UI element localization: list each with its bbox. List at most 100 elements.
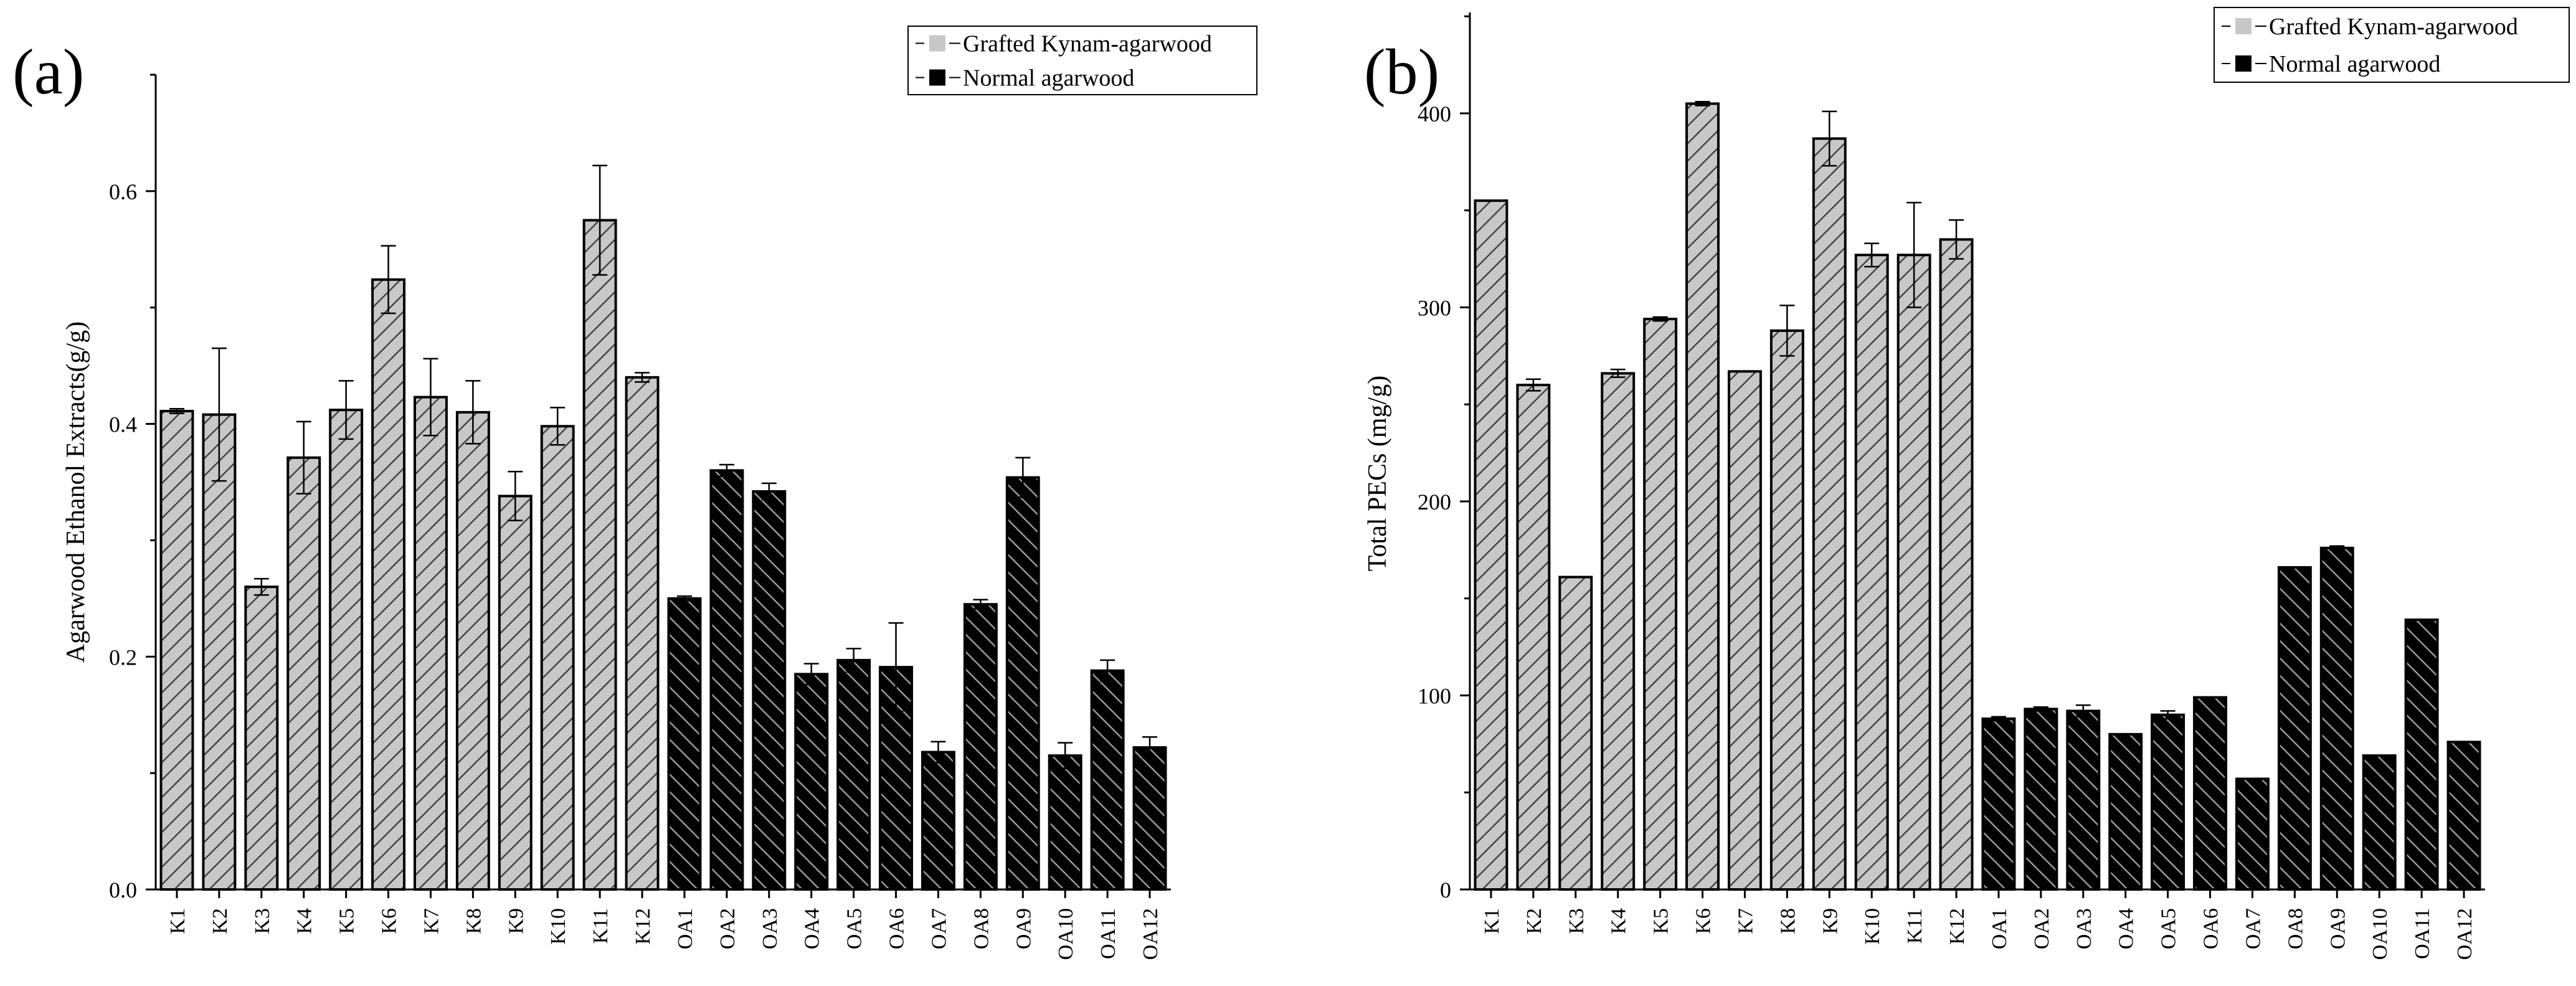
x-tick-label: K6 [378, 908, 401, 934]
bar-oa12 [1132, 746, 1167, 891]
legend-swatch [929, 35, 945, 52]
error-bar-k6 [1695, 101, 1710, 107]
y-axis-label-b: Total PECs (mg/g) [1363, 376, 1392, 571]
axes-b: 0 100 200 300 400 K1 K2 K3 K4 K5 K6 K7 K8 K9 K10 K11 K12… [1418, 12, 2485, 960]
x-tick-label: K2 [209, 908, 232, 934]
x-tick-label: OA4 [2115, 908, 2138, 949]
y-tick-label: 100 [1418, 683, 1451, 708]
panel-label-a: (a) [12, 36, 84, 108]
error-bar-k11 [592, 164, 608, 276]
bar-oa11 [1090, 669, 1125, 891]
x-tick-label: OA12 [2453, 908, 2476, 960]
error-bar-oa8 [973, 599, 988, 610]
error-bar-k12 [1949, 219, 1964, 260]
error-bar-k7 [423, 358, 438, 437]
bar-k1 [1474, 199, 1508, 891]
error-bar-k5 [338, 380, 354, 440]
error-bar-k2 [1525, 378, 1541, 392]
bar-oa3 [752, 490, 787, 891]
legend-b: Grafted Kynam-agarwood Normal agarwood [2214, 7, 2570, 83]
bar-oa2 [2024, 708, 2058, 891]
bar-k6 [1685, 102, 1720, 891]
x-tick-label: OA3 [759, 908, 782, 949]
error-bar-oa1 [676, 595, 692, 602]
bar-k2 [1516, 384, 1551, 891]
legend-swatch [929, 69, 945, 86]
x-tick-label: K2 [1523, 908, 1546, 934]
error-bar-k2 [211, 347, 227, 482]
x-tick-label: OA10 [2369, 908, 2392, 960]
bar-k4 [1601, 372, 1636, 891]
bar-oa1 [667, 597, 702, 891]
x-tick-label: OA6 [2200, 908, 2223, 949]
bar-k3 [244, 585, 279, 891]
bar-oa7 [2235, 777, 2270, 891]
bar-k12 [625, 376, 660, 891]
bar-oa1 [1981, 717, 2016, 891]
x-tick-label: K3 [251, 908, 274, 934]
y-tick-label: 0.6 [109, 179, 137, 204]
axes-a: 0.0 0.2 0.4 0.6 K1 K2 K3 K4 K5 K6 K7 K8 K9 K10 K11 K12 O… [109, 73, 1171, 960]
error-bar-k4 [1610, 368, 1626, 378]
bar-k8 [1769, 329, 1804, 891]
x-tick-label: K5 [1650, 908, 1673, 934]
bar-k6 [371, 278, 406, 891]
bar-k11 [1896, 254, 1931, 891]
x-tick-label: K4 [1608, 908, 1631, 934]
y-tick-label: 0 [1440, 878, 1451, 903]
y-tick-label: 200 [1418, 490, 1451, 514]
x-tick-label: OA1 [674, 908, 697, 949]
bar-oa4 [794, 673, 829, 891]
x-tick-label: K12 [632, 908, 655, 945]
bar-oa9 [1005, 476, 1040, 891]
bar-oa6 [2193, 696, 2228, 891]
bar-k7 [413, 396, 448, 891]
bar-k3 [1558, 576, 1593, 891]
bar-oa5 [836, 658, 871, 891]
y-tick-label: 300 [1418, 295, 1451, 320]
error-bar-k12 [635, 372, 650, 383]
bar-oa8 [963, 603, 998, 891]
y-axis-label-a: Agarwood Ethanol Extracts(g/g) [62, 321, 90, 663]
x-tick-label: K5 [336, 908, 359, 934]
x-tick-label: OA5 [843, 908, 866, 949]
x-tick-label: K9 [1819, 908, 1842, 934]
x-tick-label: OA4 [801, 908, 824, 949]
chart-panel-a: (a) Agarwood Ethanol Extracts(g/g) 0.00.… [12, 26, 1257, 960]
chart-panel-b: (b) Total PECs (mg/g) 0 100 200 300 400 K1 K2 K… [1363, 7, 2570, 960]
x-tick-label: K12 [1946, 908, 1969, 945]
bar-oa5 [2151, 713, 2185, 891]
bar-oa10 [2362, 754, 2397, 891]
error-bar-k5 [1652, 316, 1668, 322]
x-tick-label: K10 [1861, 908, 1884, 945]
error-bar-k3 [253, 577, 269, 596]
x-tick-label: OA3 [2073, 908, 2096, 949]
error-bar-oa2 [2033, 706, 2048, 712]
x-tick-label: OA7 [2242, 908, 2265, 949]
error-bar-k8 [1779, 305, 1795, 357]
error-bar-oa9 [2329, 545, 2345, 551]
x-tick-label: OA8 [970, 908, 993, 949]
x-tick-label: K6 [1692, 908, 1715, 934]
error-bar-k6 [381, 245, 396, 315]
x-tick-label: OA8 [2284, 908, 2307, 949]
x-tick-label: K10 [547, 908, 570, 945]
error-bar-oa9 [1015, 457, 1031, 498]
x-tick-label: K11 [1903, 908, 1926, 944]
legend-entry-label: Normal agarwood [2269, 51, 2440, 77]
legend-entry-label: Grafted Kynam-agarwood [2269, 14, 2518, 40]
legend-box [2214, 7, 2570, 83]
bar-k5 [1643, 318, 1678, 891]
bar-k2 [202, 413, 237, 891]
panel-label-b: (b) [1364, 36, 1439, 108]
error-bar-oa5 [2160, 710, 2176, 720]
x-tick-label: OA11 [1097, 908, 1120, 959]
legend-entry-label: Normal agarwood [963, 65, 1134, 92]
bar-k12 [1939, 238, 1974, 891]
x-tick-label: K11 [589, 908, 612, 944]
bar-k9 [1812, 137, 1847, 891]
legend-swatch [2235, 18, 2252, 34]
x-tick-label: OA6 [886, 908, 909, 949]
error-bar-k8 [465, 380, 481, 445]
